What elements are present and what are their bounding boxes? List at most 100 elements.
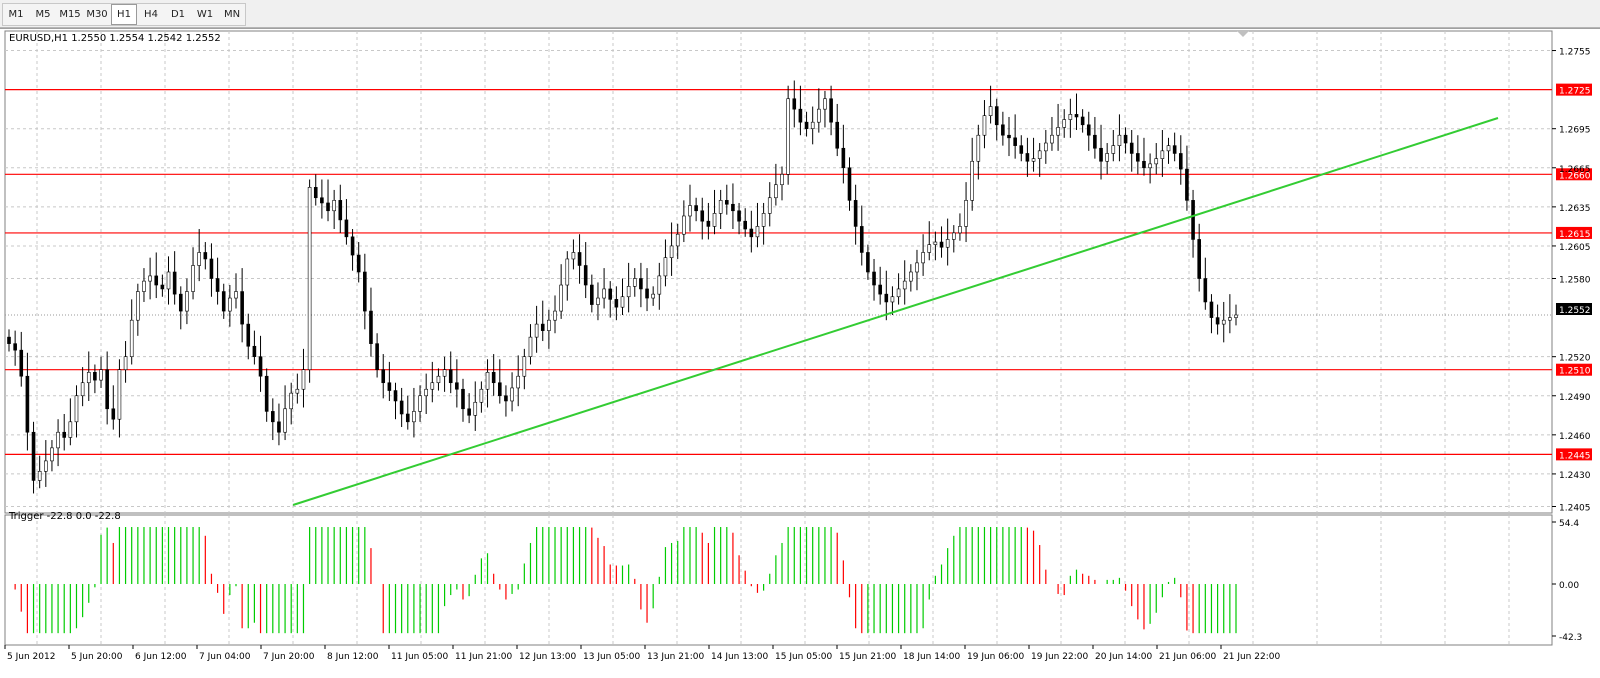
candle xyxy=(884,270,889,321)
candle xyxy=(970,137,974,211)
candle xyxy=(473,381,478,431)
candle xyxy=(160,274,165,297)
horizontal-line-label: 1.2725 xyxy=(1559,87,1591,97)
time-tick-label: 7 Jun 04:00 xyxy=(199,652,251,662)
candle xyxy=(583,242,588,299)
time-tick-label: 5 Jun 2012 xyxy=(7,652,55,662)
candle xyxy=(344,199,349,245)
horizontal-lines[interactable]: 1.2725 1.2660 1.2615 1.2510 1.2445 xyxy=(5,83,1592,462)
horizontal-line-label: 1.2445 xyxy=(1559,451,1591,461)
time-tick-label: 8 Jun 12:00 xyxy=(327,652,379,662)
candle xyxy=(178,286,183,330)
candle xyxy=(74,385,79,438)
candle xyxy=(823,90,827,128)
candle xyxy=(1050,116,1054,151)
candle xyxy=(68,398,73,446)
time-axis[interactable]: 5 Jun 2012 5 Jun 20:00 6 Jun 12:00 7 Jun 04… xyxy=(4,645,1280,662)
candle xyxy=(516,355,521,407)
candle xyxy=(491,354,496,396)
timeframe-button-h4[interactable]: H4 xyxy=(144,9,158,20)
candle xyxy=(774,163,778,206)
candle xyxy=(761,202,766,245)
time-tick-label: 18 Jun 14:00 xyxy=(903,652,960,662)
candle xyxy=(62,413,67,451)
candle xyxy=(44,440,48,487)
time-tick-label: 6 Jun 12:00 xyxy=(135,652,187,662)
horizontal-line-label: 1.2510 xyxy=(1559,367,1591,377)
candle xyxy=(289,382,294,425)
candle xyxy=(154,252,159,299)
time-tick-label: 15 Jun 21:00 xyxy=(839,652,896,662)
candle xyxy=(221,283,226,319)
candle xyxy=(185,278,189,325)
candle xyxy=(105,351,109,425)
candle xyxy=(228,285,232,327)
price-axis[interactable]: 1.2755 1.2695 1.2665 1.2635 1.2605 1.2580 1.25… xyxy=(1552,48,1591,514)
timeframe-button-m1[interactable]: M1 xyxy=(8,9,24,20)
candle xyxy=(479,381,484,413)
timeframe-buttons: M1 M5 M15 M30 H1 H4 D1 W1 MN xyxy=(2,3,246,26)
timeframe-button-m5[interactable]: M5 xyxy=(35,9,51,20)
candle xyxy=(853,184,858,245)
candle xyxy=(203,242,208,270)
candle xyxy=(890,286,895,315)
indicator-grid xyxy=(4,514,1553,646)
candle xyxy=(522,348,527,390)
candle xyxy=(712,189,717,235)
timeframe-button-d1[interactable]: D1 xyxy=(170,9,186,20)
candle xyxy=(56,419,60,467)
candle xyxy=(1086,111,1091,151)
candle xyxy=(117,359,122,438)
horizontal-line-label-bg xyxy=(1556,363,1592,376)
candle xyxy=(1191,189,1195,258)
candle xyxy=(307,179,312,383)
candle xyxy=(332,189,336,230)
candle xyxy=(737,202,741,235)
scroll-marker-icon[interactable] xyxy=(1237,31,1249,37)
candle xyxy=(504,385,508,417)
candle xyxy=(909,264,913,292)
indicator-axis[interactable]: 54.4 0.00 -42.3 xyxy=(1552,519,1582,643)
candle xyxy=(467,393,471,424)
candle xyxy=(369,287,373,357)
candle xyxy=(93,364,97,394)
candle xyxy=(706,202,711,240)
candle xyxy=(859,205,864,266)
candle xyxy=(37,455,42,489)
candle xyxy=(271,398,275,441)
candle xyxy=(682,200,686,243)
candle xyxy=(430,361,435,403)
candle xyxy=(1185,145,1189,211)
candle xyxy=(1148,153,1152,184)
candle xyxy=(663,239,668,287)
candle xyxy=(295,373,300,404)
candle xyxy=(86,351,91,401)
timeframe-button-h1[interactable]: H1 xyxy=(111,4,137,25)
candle xyxy=(455,359,459,408)
candle xyxy=(277,403,281,446)
candle xyxy=(1129,130,1134,172)
time-tick-label: 14 Jun 13:00 xyxy=(711,652,768,662)
price-tick-label: 1.2490 xyxy=(1559,393,1591,403)
time-tick-label: 11 Jun 05:00 xyxy=(391,652,448,662)
candle xyxy=(675,223,680,259)
timeframe-button-mn[interactable]: MN xyxy=(223,9,241,20)
candle xyxy=(718,189,723,230)
trend-line[interactable] xyxy=(292,117,1499,506)
timeframe-button-m30[interactable]: M30 xyxy=(86,9,108,20)
timeframe-button-m15[interactable]: M15 xyxy=(59,9,81,20)
price-tick-label: 1.2580 xyxy=(1559,276,1591,286)
candle xyxy=(234,273,238,309)
candle xyxy=(1123,127,1128,154)
candle xyxy=(129,299,134,365)
candle xyxy=(442,356,447,392)
time-tick-label: 20 Jun 14:00 xyxy=(1095,652,1152,662)
candle xyxy=(485,359,490,408)
candle xyxy=(780,166,784,201)
price-tick-label: 1.2460 xyxy=(1559,432,1591,442)
candle xyxy=(1013,114,1017,159)
price-tick-label: 1.2430 xyxy=(1559,471,1591,481)
candle xyxy=(804,111,809,137)
timeframe-button-w1[interactable]: W1 xyxy=(196,9,214,20)
